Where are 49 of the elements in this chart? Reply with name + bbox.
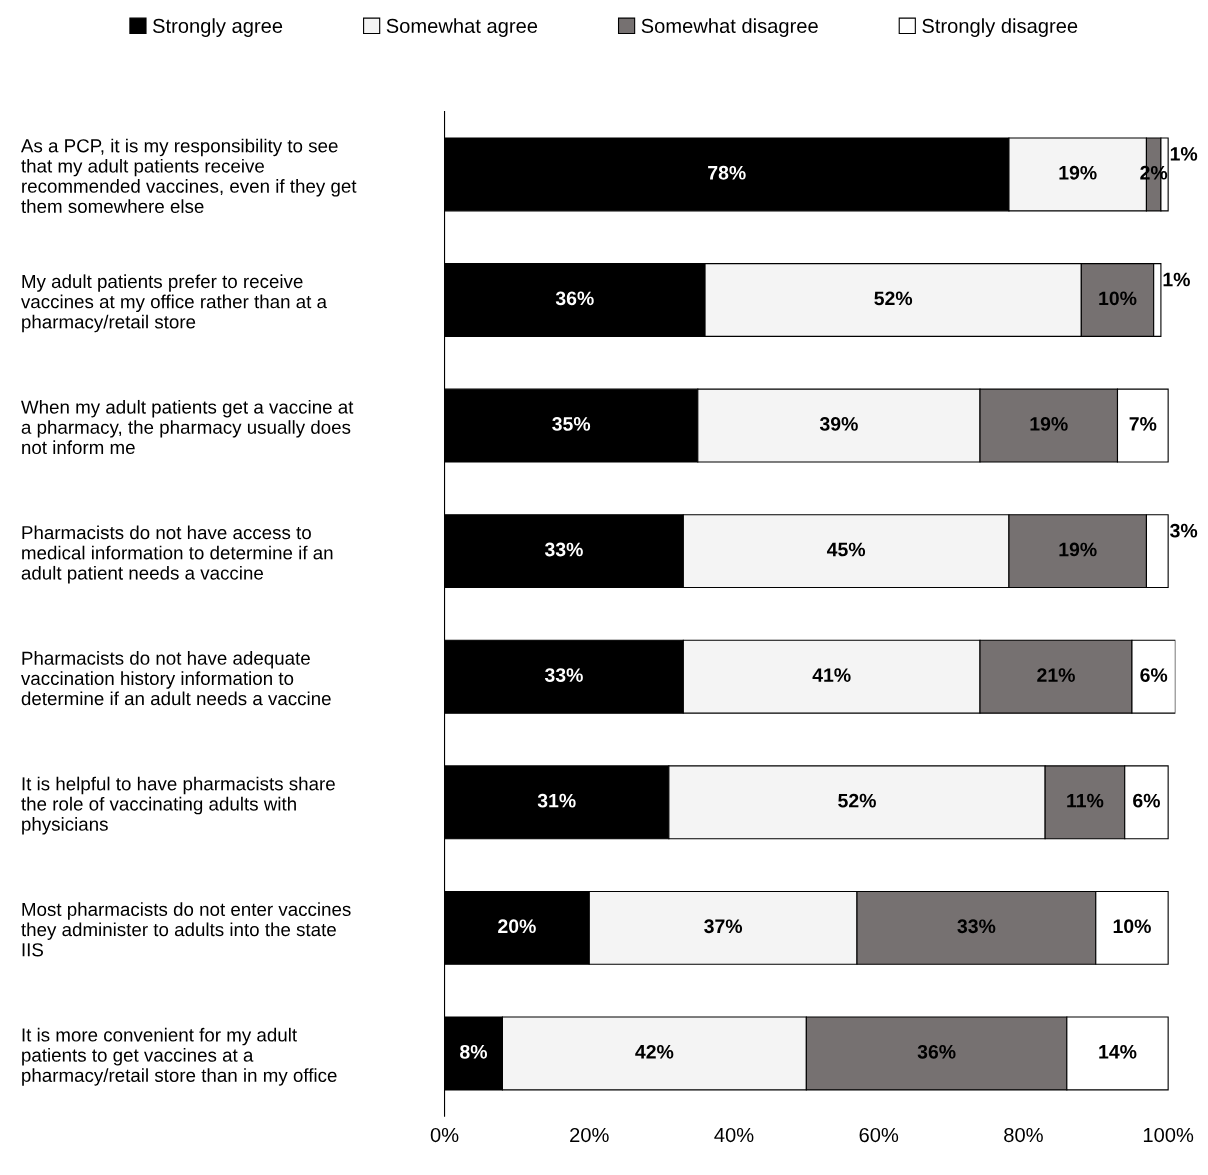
x-tick-label: 0%	[430, 1127, 459, 1143]
x-tick-label: 80%	[1004, 1127, 1043, 1143]
data-label: 19%	[1059, 165, 1097, 180]
y-tick-label: As a PCP, it is my responsibility to see that my adult patients receive recommended vaccines, even if they get them somewhere else	[20, 138, 357, 214]
data-label: 10%	[1099, 291, 1137, 306]
data-label: 35%	[552, 417, 591, 431]
data-label: 33%	[544, 542, 583, 557]
y-tick-label: When my adult patients get a vaccine at a pharmacy, the pharmacy usually does not inform me	[21, 399, 354, 455]
data-label: 10%	[1113, 919, 1151, 934]
data-label: 14%	[1099, 1044, 1137, 1059]
data-label: 39%	[819, 417, 858, 431]
x-tick-label: 60%	[859, 1127, 899, 1143]
data-label: 3%	[1170, 523, 1198, 538]
data-label: 7%	[1129, 417, 1157, 431]
legend-label: Somewhat agree	[386, 18, 538, 38]
x-tick-label: 100%	[1143, 1127, 1194, 1143]
data-label: 19%	[1030, 417, 1068, 431]
data-label: 52%	[838, 793, 876, 808]
y-tick-label: Pharmacists do not have adequate vaccination history information to determine if an adult needs a vaccine	[21, 651, 331, 706]
y-tick-label: My adult patients prefer to receive vaccines at my office rather than at a pharmacy/retail store	[21, 274, 327, 333]
data-label: 11%	[1067, 793, 1104, 808]
x-tick-label: 20%	[570, 1127, 609, 1143]
x-tick-label: 40%	[714, 1127, 754, 1143]
data-label: 6%	[1133, 793, 1160, 808]
data-label: 36%	[555, 291, 594, 306]
legend-label: Strongly agree	[152, 18, 283, 38]
data-label: 8%	[460, 1044, 488, 1059]
data-label: 45%	[826, 542, 866, 557]
data-label: 52%	[874, 291, 913, 306]
data-label: 41%	[812, 668, 851, 682]
data-label: 33%	[544, 668, 583, 682]
data-label: 19%	[1059, 542, 1097, 557]
data-label: 33%	[957, 919, 996, 934]
data-label: 31%	[537, 793, 576, 808]
data-label: 78%	[708, 165, 746, 180]
data-label: 42%	[635, 1044, 674, 1059]
data-label: 1%	[1170, 147, 1198, 161]
y-tick-label: Most pharmacists do not enter vaccines they administer to adults into the state IIS	[21, 902, 351, 957]
y-tick-label: It is helpful to have pharmacists share the role of vaccinating adults with physicians	[21, 776, 335, 835]
y-tick-label: It is more convenient for my adult patients to get vaccines at a pharmacy/retail store than in my office	[22, 1027, 337, 1086]
y-tick-label: Pharmacists do not have access to medical information to determine if an adult patient needs a vaccine	[21, 525, 333, 584]
data-label: 1%	[1163, 272, 1190, 287]
data-label: 20%	[498, 919, 536, 934]
data-label: 36%	[917, 1044, 956, 1059]
data-label: 37%	[704, 919, 743, 934]
data-label: 6%	[1140, 668, 1168, 682]
legend-label: Strongly disagree	[922, 18, 1078, 38]
data-label: 21%	[1037, 668, 1075, 682]
legend-label: Somewhat disagree	[641, 18, 818, 38]
